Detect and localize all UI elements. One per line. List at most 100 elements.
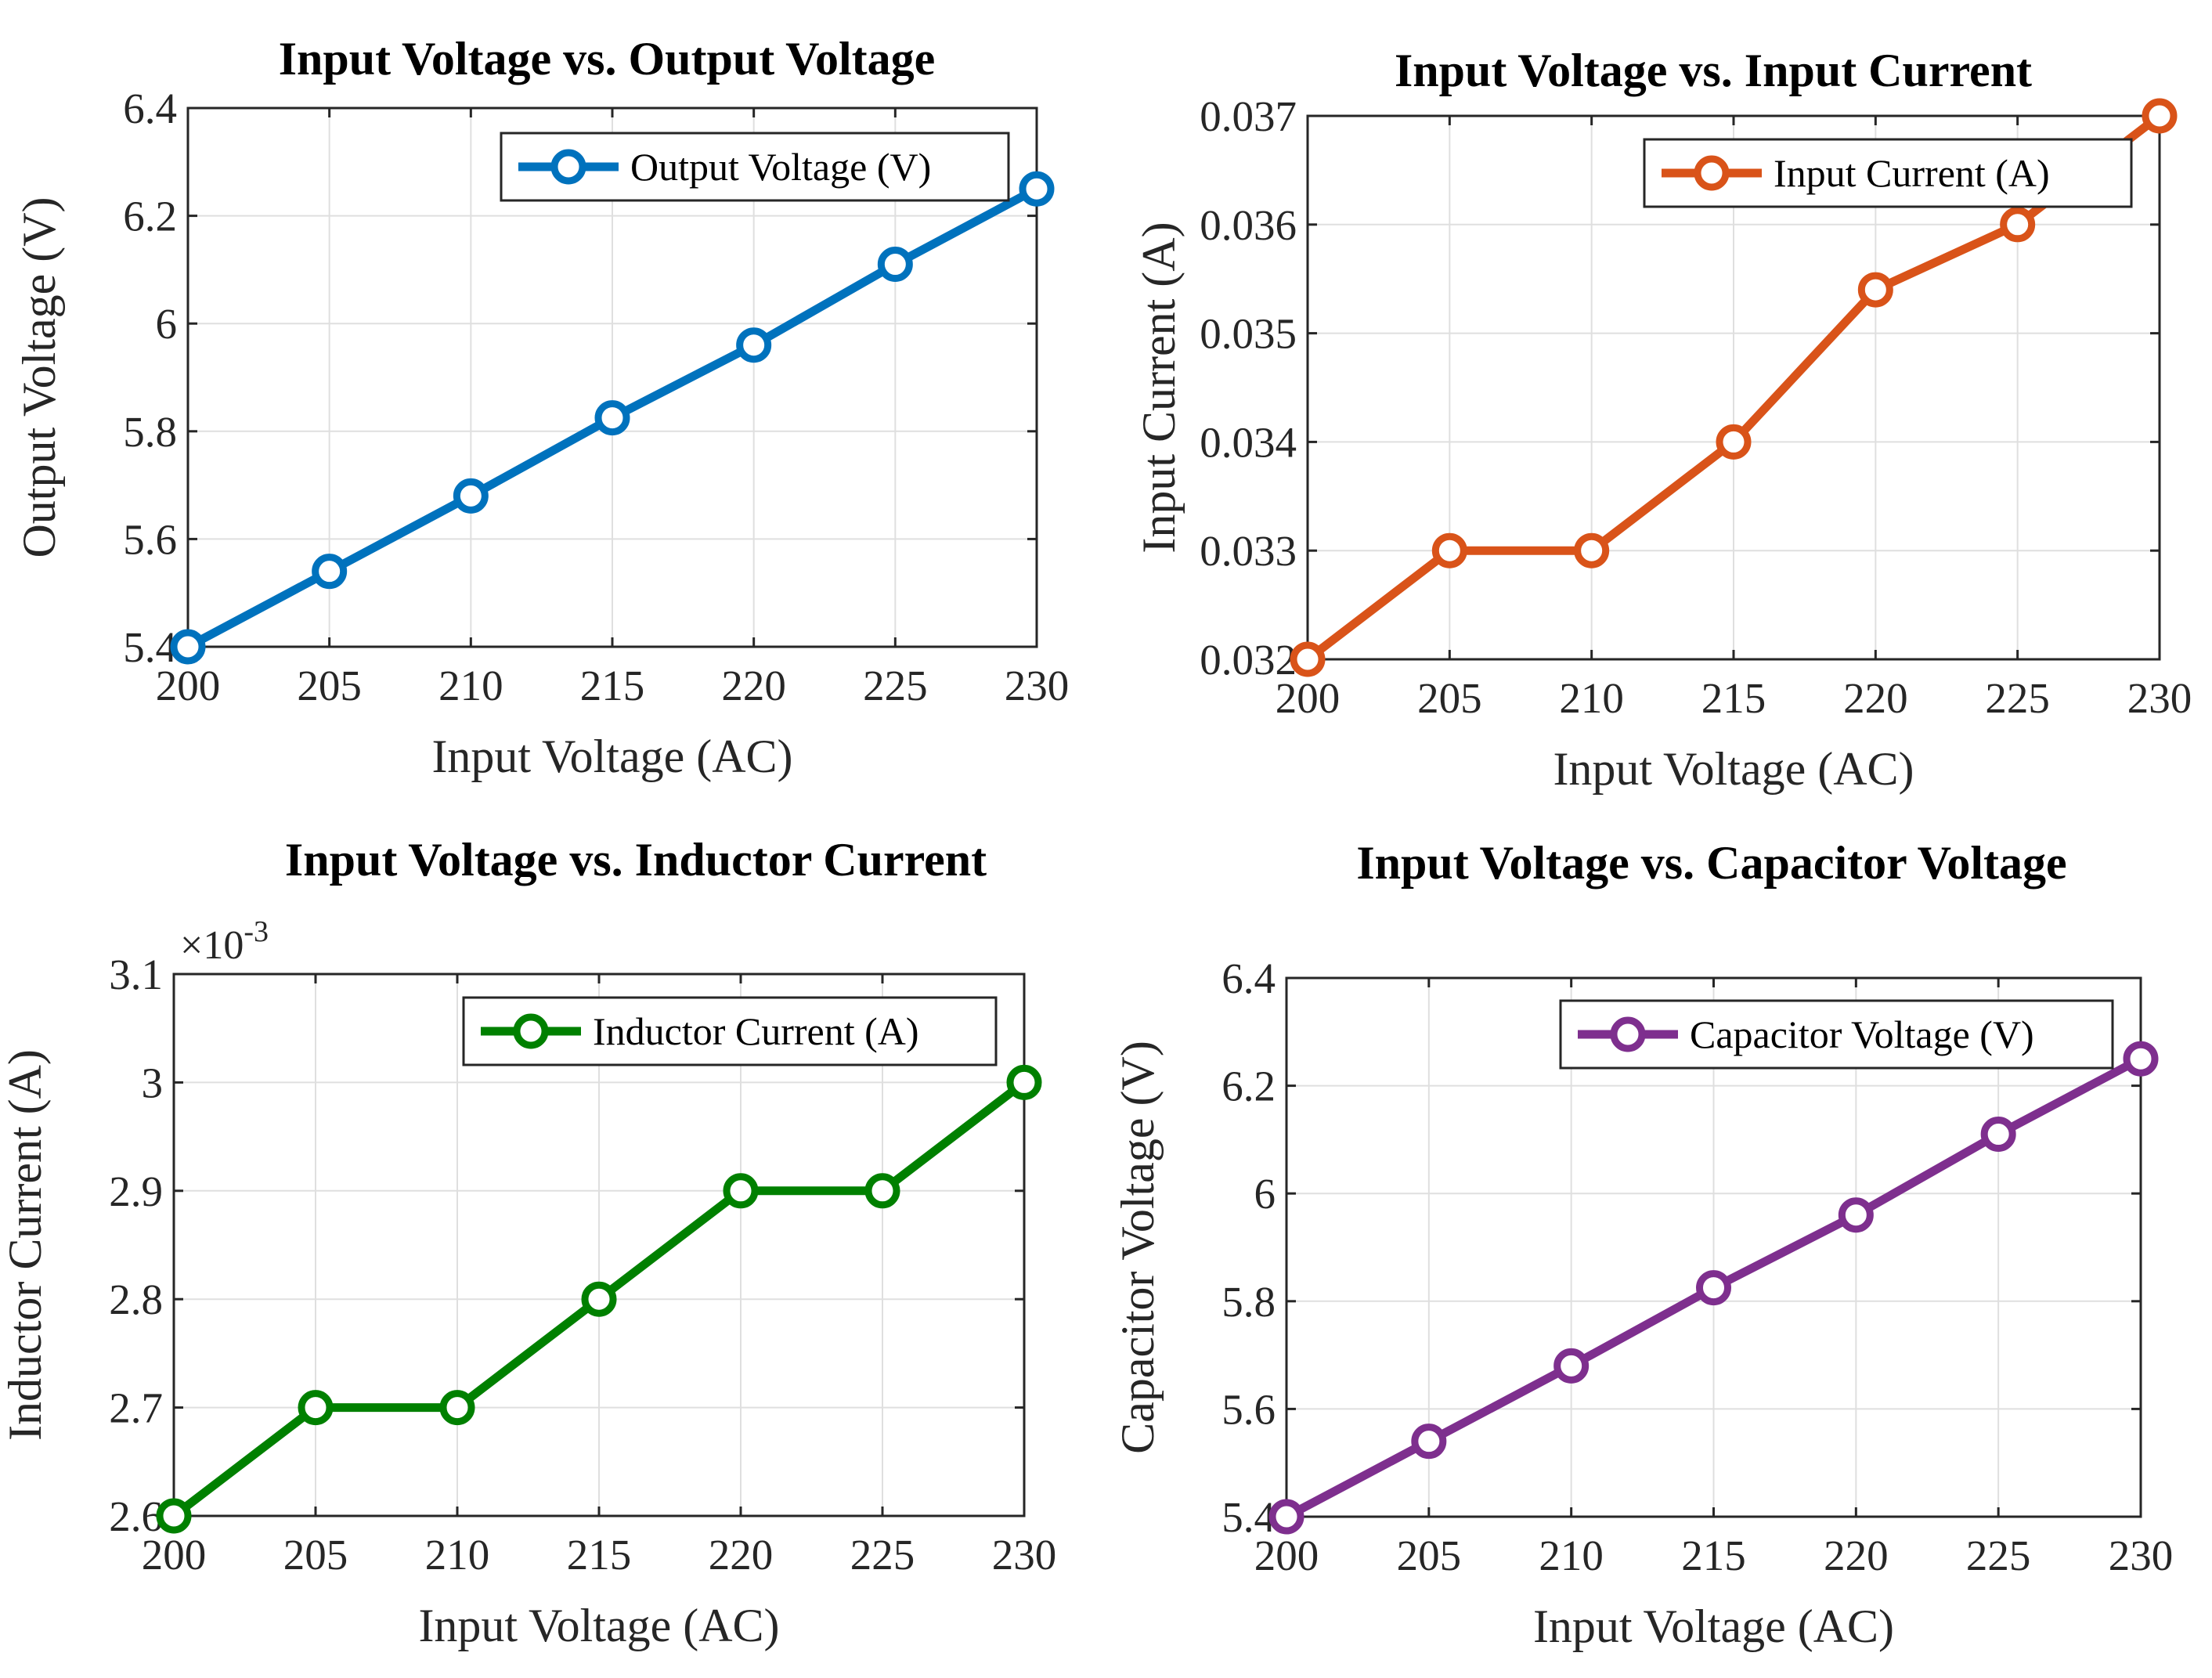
x-tick-label: 225 <box>1985 674 2050 722</box>
chart-panel-1: 200 205 210 215 220 225 230 5.4 5.6 5.8 6 6.2 6.4 Inp… <box>13 33 1069 782</box>
y-tick-label: 6 <box>1254 1170 1276 1218</box>
x-tick-label: 230 <box>992 1531 1057 1579</box>
data-point <box>1574 532 1610 568</box>
legend-marker-swatch <box>1694 155 1730 191</box>
x-tick-label: 230 <box>1005 662 1070 709</box>
chart-title: Input Voltage vs. Capacitor Voltage <box>1356 837 2066 889</box>
y-tick-label: 5.6 <box>123 515 177 563</box>
data-point <box>864 1173 900 1209</box>
x-tick-label: 200 <box>1276 674 1341 722</box>
y-tick-label: 5.4 <box>1221 1493 1276 1541</box>
y-axis-label: Capacitor Voltage (V) <box>1112 1041 1164 1454</box>
data-point <box>1838 1197 1874 1233</box>
y-tick-label: 6.4 <box>123 85 177 132</box>
x-tick-label: 220 <box>709 1531 774 1579</box>
legend-marker-swatch <box>513 1013 549 1049</box>
x-tick-label: 210 <box>1539 1532 1604 1579</box>
x-tick-label: 210 <box>438 662 503 709</box>
x-axis-label: Input Voltage (AC) <box>418 1600 779 1651</box>
x-tick-label: 210 <box>1559 674 1624 722</box>
legend: Input Current (A) <box>1643 138 2133 208</box>
axes-frame <box>172 973 1026 1517</box>
y-tick-label: 2.9 <box>109 1167 163 1215</box>
legend: Capacitor Voltage (V) <box>1559 999 2114 1070</box>
legend: Inductor Current (A) <box>462 996 998 1066</box>
y-tick-label: 6 <box>156 300 178 348</box>
y-exponent-power: -3 <box>244 915 269 948</box>
legend-label: Inductor Current (A) <box>593 1009 919 1053</box>
x-tick-label: 220 <box>1843 674 1908 722</box>
y-tick-label: 0.033 <box>1200 527 1297 575</box>
x-tick-label: 200 <box>1254 1532 1319 1579</box>
y-tick-label: 0.037 <box>1200 92 1297 140</box>
data-point <box>312 554 348 590</box>
legend-label: Capacitor Voltage (V) <box>1690 1012 2034 1056</box>
chart-title: Input Voltage vs. Input Current <box>1395 45 2032 96</box>
x-tick-label: 215 <box>1681 1532 1746 1579</box>
y-tick-label: 3 <box>142 1059 164 1106</box>
x-tick-label: 215 <box>580 662 645 709</box>
x-tick-label: 205 <box>1397 1532 1462 1579</box>
data-point <box>439 1390 475 1426</box>
y-axis-label: Inductor Current (A) <box>0 1049 51 1441</box>
data-point <box>2000 207 2036 243</box>
y-tick-label: 0.036 <box>1200 201 1297 249</box>
data-point <box>1696 1270 1731 1306</box>
x-tick-label: 205 <box>1417 674 1482 722</box>
data-point <box>1290 641 1326 677</box>
data-point <box>2142 98 2178 134</box>
y-tick-label: 6.2 <box>123 193 177 240</box>
y-tick-label: 5.4 <box>123 623 177 671</box>
axes-frame <box>1285 976 2142 1518</box>
data-point <box>594 400 630 436</box>
axes-frame <box>186 106 1038 648</box>
legend: Output Voltage (V) <box>500 132 1010 202</box>
y-tick-label: 5.8 <box>1221 1278 1276 1326</box>
y-tick-label: 0.032 <box>1200 636 1297 684</box>
data-point <box>1857 272 1893 308</box>
x-axis-label: Input Voltage (AC) <box>1533 1600 1894 1652</box>
y-tick-label: 2.7 <box>109 1384 163 1432</box>
x-tick-label: 200 <box>156 662 221 709</box>
y-tick-label: 5.8 <box>123 408 177 456</box>
data-point <box>298 1390 334 1426</box>
y-tick-label: 2.6 <box>109 1492 163 1540</box>
data-point <box>581 1281 617 1317</box>
legend-label: Input Current (A) <box>1774 151 2050 195</box>
legend-label: Output Voltage (V) <box>630 145 931 189</box>
y-tick-label: 2.8 <box>109 1276 163 1323</box>
chart-panel-3: 200 205 210 215 220 225 230 2.6 2.7 2.8 2.9 3 3.1 ×10… <box>0 834 1056 1651</box>
x-tick-label: 230 <box>2109 1532 2174 1579</box>
x-tick-label: 220 <box>721 662 786 709</box>
data-point <box>1006 1064 1042 1100</box>
y-tick-label: 6.4 <box>1221 954 1276 1002</box>
chart-title: Input Voltage vs. Inductor Current <box>285 834 987 886</box>
data-point <box>1019 171 1055 207</box>
y-tick-label: 3.1 <box>109 951 163 998</box>
data-point <box>1431 532 1467 568</box>
chart-title: Input Voltage vs. Output Voltage <box>279 33 936 85</box>
chart-panel-4: 200 205 210 215 220 225 230 5.4 5.6 5.8 6 6.2 6.4 Inp… <box>1112 837 2173 1652</box>
x-tick-label: 225 <box>1966 1532 2031 1579</box>
data-point <box>1268 1499 1304 1535</box>
x-tick-label: 215 <box>1701 674 1766 722</box>
x-axis-label: Input Voltage (AC) <box>431 731 792 782</box>
x-tick-label: 215 <box>567 1531 632 1579</box>
y-tick-label: 0.035 <box>1200 310 1297 358</box>
y-tick-label: 0.034 <box>1200 418 1297 466</box>
x-tick-label: 225 <box>850 1531 915 1579</box>
y-exponent-label: ×10-3 <box>180 915 269 968</box>
data-point <box>736 327 772 363</box>
x-tick-label: 225 <box>863 662 928 709</box>
y-axis-label: Output Voltage (V) <box>13 197 65 558</box>
x-tick-label: 205 <box>297 662 362 709</box>
legend-marker-swatch <box>1610 1016 1646 1052</box>
data-point <box>1716 424 1752 460</box>
y-axis-label: Input Current (A) <box>1133 222 1185 553</box>
data-point <box>1553 1348 1590 1384</box>
y-tick-label: 6.2 <box>1221 1063 1276 1110</box>
legend-marker-swatch <box>550 149 586 185</box>
data-point <box>1411 1424 1447 1460</box>
x-tick-label: 210 <box>425 1531 490 1579</box>
y-tick-label: 5.6 <box>1221 1385 1276 1433</box>
